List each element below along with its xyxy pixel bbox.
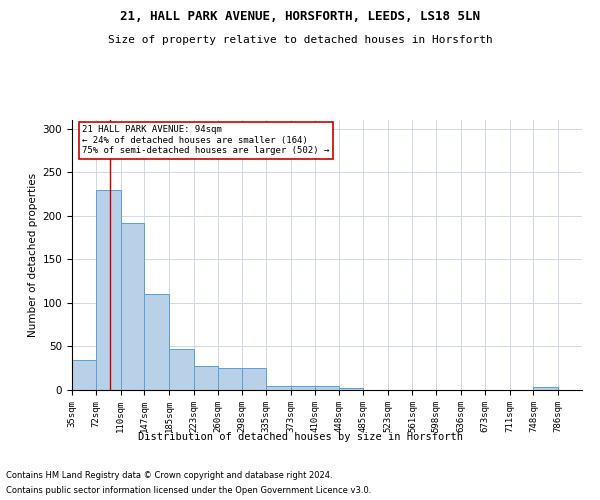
Text: Contains public sector information licensed under the Open Government Licence v3: Contains public sector information licen… [6,486,371,495]
Bar [315,386,339,390]
Bar [169,349,194,390]
Bar [291,386,315,390]
Bar [194,366,218,390]
Text: Distribution of detached houses by size in Horsforth: Distribution of detached houses by size … [137,432,463,442]
Bar [339,388,363,390]
Text: Contains HM Land Registry data © Crown copyright and database right 2024.: Contains HM Land Registry data © Crown c… [6,471,332,480]
Bar [218,368,242,390]
Text: 21, HALL PARK AVENUE, HORSFORTH, LEEDS, LS18 5LN: 21, HALL PARK AVENUE, HORSFORTH, LEEDS, … [120,10,480,23]
Bar [242,368,266,390]
Bar [533,386,558,390]
Text: Size of property relative to detached houses in Horsforth: Size of property relative to detached ho… [107,35,493,45]
Bar [121,223,145,390]
Text: 21 HALL PARK AVENUE: 94sqm
← 24% of detached houses are smaller (164)
75% of sem: 21 HALL PARK AVENUE: 94sqm ← 24% of deta… [82,126,329,155]
Bar [266,386,291,390]
Y-axis label: Number of detached properties: Number of detached properties [28,173,38,337]
Bar [72,360,96,390]
Bar [96,190,121,390]
Bar [145,294,169,390]
